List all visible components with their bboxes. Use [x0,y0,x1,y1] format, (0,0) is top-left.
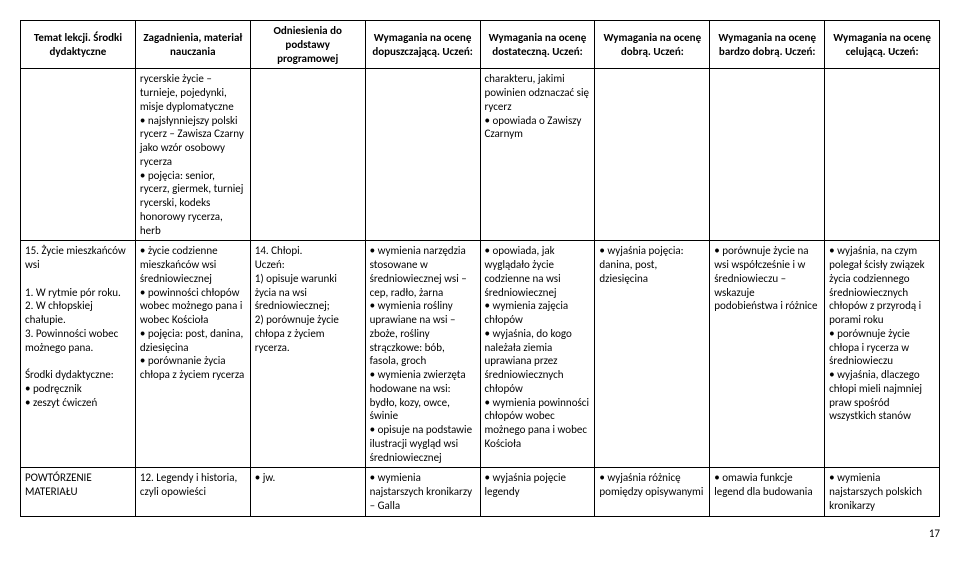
cell [365,69,480,241]
cell: 15. Życie mieszkańców wsi1. W rytmie pór… [21,241,136,468]
cell: • wyjaśnia pojęcia: danina, post, dziesi… [595,241,710,468]
header-col6: Wymagania na ocenę dobrą. Uczeń: [595,21,710,69]
cell: rycerskie życie – turnieje, pojedynki, m… [135,69,250,241]
page-number: 17 [20,527,940,540]
header-col1: Temat lekcji. Środki dydaktyczne [21,21,136,69]
cell: 12. Legendy i historia, czyli opowieści [135,468,250,516]
cell: • wyjaśnia różnicę pomiędzy opisywanymi [595,468,710,516]
cell: • omawia funkcje legend dla budowania [710,468,825,516]
cell: • jw. [250,468,365,516]
cell: • porównuje życie na wsi współcześnie i … [710,241,825,468]
cell: POWTÓRZENIE MATERIAŁU [21,468,136,516]
header-row: Temat lekcji. Środki dydaktyczne Zagadni… [21,21,940,69]
table-row: 15. Życie mieszkańców wsi1. W rytmie pór… [21,241,940,468]
header-col2: Zagadnienia, materiał nauczania [135,21,250,69]
cell: • wyjaśnia pojęcie legendy [480,468,595,516]
header-col8: Wymagania na ocenę celującą. Uczeń: [825,21,940,69]
cell: • wymienia najstarszych kronikarzy – Gal… [365,468,480,516]
header-col4: Wymagania na ocenę dopuszczającą. Uczeń: [365,21,480,69]
cell: charakteru, jakimi powinien odznaczać si… [480,69,595,241]
cell [21,69,136,241]
cell [595,69,710,241]
cell: • życie codzienne mieszkańców wsi średni… [135,241,250,468]
cell [825,69,940,241]
cell: 14. Chłopi.Uczeń:1) opisuje warunki życi… [250,241,365,468]
cell: • opowiada, jak wyglądało życie codzienn… [480,241,595,468]
cell [250,69,365,241]
cell: • wyjaśnia, na czym polegał ścisły związ… [825,241,940,468]
header-col7: Wymagania na ocenę bardzo dobrą. Uczeń: [710,21,825,69]
header-col5: Wymagania na ocenę dostateczną. Uczeń: [480,21,595,69]
header-col3: Odniesienia do podstawy programowej [250,21,365,69]
cell: • wymienia najstarszych polskich kronika… [825,468,940,516]
curriculum-table: Temat lekcji. Środki dydaktyczne Zagadni… [20,20,940,517]
table-row: rycerskie życie – turnieje, pojedynki, m… [21,69,940,241]
cell: • wymienia narzędzia stosowane w średnio… [365,241,480,468]
cell [710,69,825,241]
table-row: POWTÓRZENIE MATERIAŁU 12. Legendy i hist… [21,468,940,516]
